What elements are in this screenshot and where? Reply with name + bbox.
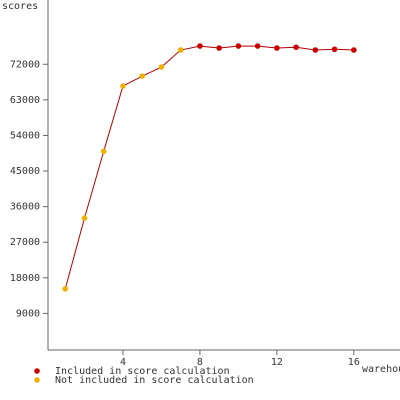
data-point [312, 47, 319, 53]
x-axis-label: warehouses [362, 364, 400, 375]
x-tick-label: 8 [197, 357, 203, 368]
y-tick-label: 27000 [10, 237, 40, 248]
data-point [62, 286, 69, 292]
legend-marker [34, 368, 40, 374]
data-point [81, 215, 88, 221]
data-point [197, 43, 203, 49]
data-point [158, 64, 165, 70]
data-point [274, 45, 280, 51]
data-point [293, 44, 299, 51]
legend-marker [34, 377, 40, 383]
data-point [139, 73, 145, 79]
data-point [177, 47, 184, 53]
data-point [235, 43, 242, 49]
x-tick-label: 16 [348, 357, 360, 368]
score-line [64, 45, 354, 290]
y-tick-label: 9000 [16, 308, 40, 319]
y-tick-label: 36000 [10, 202, 40, 213]
legend-label: Not included in score calculation [55, 375, 254, 386]
data-point [216, 45, 222, 51]
y-tick-label: 18000 [10, 273, 40, 284]
data-point [254, 43, 261, 49]
y-tick-label: 63000 [10, 95, 40, 106]
y-tick-label: 45000 [10, 166, 40, 177]
y-tick-label: 54000 [10, 130, 40, 141]
legend-label: Included in score calculation [55, 366, 230, 377]
data-point [100, 148, 107, 155]
y-axis-label: scores [2, 1, 38, 12]
data-point [351, 47, 357, 53]
x-tick-label: 4 [120, 357, 126, 368]
data-point [120, 83, 126, 89]
y-tick-label: 72000 [10, 59, 40, 70]
x-tick-label: 12 [271, 357, 283, 368]
data-point [331, 46, 338, 53]
